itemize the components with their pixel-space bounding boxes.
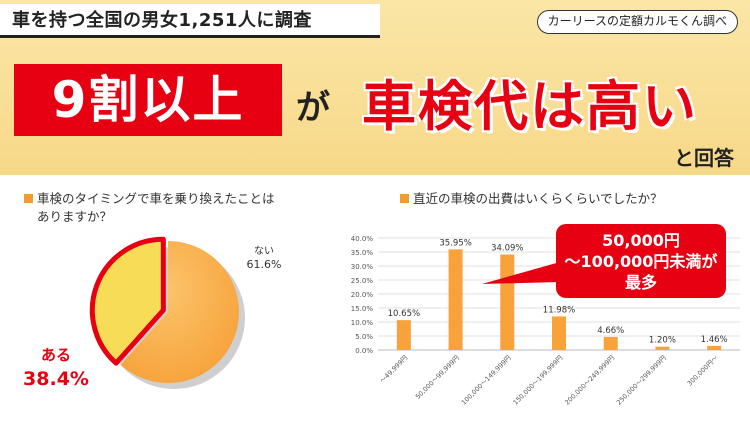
x-tick-label: 150,000～199,999円 xyxy=(512,354,565,407)
headline-suffix: と回答 xyxy=(674,146,734,170)
headline-box: 9割以上 xyxy=(14,64,282,136)
x-tick-label: 200,000～249,999円 xyxy=(563,354,616,407)
pie-value-label: 61.6% xyxy=(247,258,282,271)
y-tick-label: 20.0% xyxy=(351,291,374,299)
pie-value-label: 38.4% xyxy=(23,368,89,390)
pie-question: 車検のタイミングで車を乗り換えたことは ありますか？ xyxy=(24,190,275,226)
headline-main: 車検代は高い xyxy=(362,75,698,138)
pie-panel: 車検のタイミングで車を乗り換えたことは ありますか？ ない 61.6% ある 38.4… xyxy=(0,182,320,430)
x-tick-label: 300,000円～ xyxy=(686,353,720,387)
bar-value-label: 4.66% xyxy=(597,326,624,336)
y-tick-label: 0.0% xyxy=(355,347,373,355)
bar xyxy=(500,254,515,350)
callout-box: 50,000円 ～100,000円未満が 最多 xyxy=(556,224,726,298)
bar-panel: 直近の車検の出費はいくらくらいでしたか？ 0.0% 5.0% 10.0% 15.0% 2… xyxy=(330,182,750,430)
bar xyxy=(448,249,463,350)
y-tick-label: 40.0% xyxy=(351,235,374,243)
bar xyxy=(603,336,618,350)
pie-question-line1: 車検のタイミングで車を乗り換えたことは xyxy=(37,191,275,206)
x-tick-label: 50,000～99,999円 xyxy=(414,354,461,401)
x-tick-label: 100,000～149,999円 xyxy=(460,354,513,407)
callout-line2: ～100,000円未満が xyxy=(564,252,718,271)
y-tick-label: 5.0% xyxy=(355,333,373,341)
y-tick-label: 35.0% xyxy=(351,249,374,257)
bar-value-label: 34.09% xyxy=(491,244,523,254)
callout-line3: 最多 xyxy=(624,273,657,292)
x-tick-label: ～49,999円 xyxy=(378,354,409,385)
source-badge: カーリースの定額カルモくん調べ xyxy=(536,10,738,34)
bar-value-label: 35.95% xyxy=(439,238,471,248)
headline-connector: が xyxy=(296,88,330,128)
bar xyxy=(655,346,670,350)
y-tick-label: 15.0% xyxy=(351,305,374,313)
pie-question-line2: ありますか？ xyxy=(37,209,113,224)
pie-slice xyxy=(89,236,166,366)
bar-value-label: 1.20% xyxy=(649,336,676,346)
bar-question-text: 直近の車検の出費はいくらくらいでしたか？ xyxy=(413,191,663,206)
pie-label: ない xyxy=(254,245,274,257)
bar xyxy=(552,316,566,350)
callout-line1: 50,000円 xyxy=(602,231,680,250)
bar-value-label: 1.46% xyxy=(701,335,728,345)
pie-slice xyxy=(120,241,240,383)
bar-question: 直近の車検の出費はいくらくらいでしたか？ xyxy=(400,190,663,208)
y-tick-label: 10.0% xyxy=(351,319,374,327)
survey-title: 車を持つ全国の男女1,251人に調査 xyxy=(0,4,380,38)
y-tick-label: 25.0% xyxy=(351,277,374,285)
header-banner: 車を持つ全国の男女1,251人に調査 カーリースの定額カルモくん調べ 9割以上 … xyxy=(0,0,750,175)
bullet-icon xyxy=(24,194,33,203)
bar-value-label: 10.65% xyxy=(388,309,420,319)
pie-label: ある xyxy=(41,346,71,364)
bullet-icon xyxy=(400,194,409,203)
x-tick-label: 250,000～299,999円 xyxy=(615,354,668,407)
bar xyxy=(396,320,411,350)
bar-value-label: 11.98% xyxy=(543,305,575,315)
bar xyxy=(707,345,722,350)
y-tick-label: 30.0% xyxy=(351,263,374,271)
bar-chart: 0.0% 5.0% 10.0% 15.0% 20.0% 25.0% 30.0% 35.0% 40… xyxy=(351,235,740,407)
